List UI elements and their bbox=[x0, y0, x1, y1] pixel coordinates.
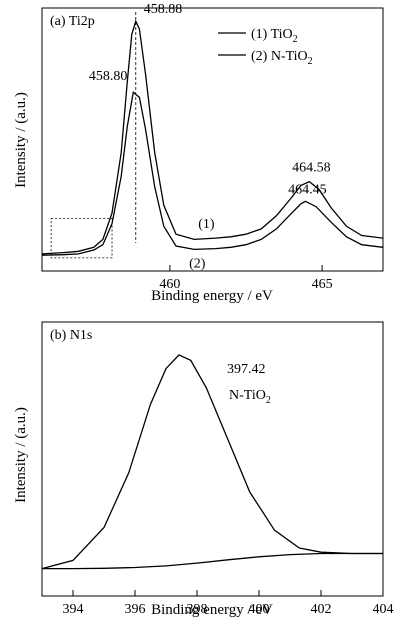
x-tick-label: 396 bbox=[125, 602, 146, 617]
series-label-2: (2) bbox=[189, 256, 206, 271]
legend-label-2: (2) N-TiO2 bbox=[251, 49, 313, 67]
peak-label: 458.88 bbox=[144, 2, 183, 17]
panel-label-a: (a) Ti2p bbox=[50, 14, 95, 29]
x-axis-label-b: Binding energy / eV bbox=[151, 602, 273, 618]
x-tick-label: 398 bbox=[187, 602, 208, 617]
peak-label: 464.58 bbox=[292, 161, 331, 176]
series-line-2 bbox=[41, 90, 384, 256]
x-tick-label: 402 bbox=[311, 602, 332, 617]
peak-label: 458.80 bbox=[89, 69, 128, 84]
x-tick-label: 404 bbox=[373, 602, 394, 617]
panel-ti2p: 460 465 458.88 458.80 464.58 464.45 (1) (2) (a… bbox=[13, 2, 384, 304]
peak-label: 397.42 bbox=[227, 362, 266, 377]
legend-label-1: (1) TiO2 bbox=[251, 27, 298, 45]
panel-label-b: (b) N1s bbox=[50, 328, 92, 343]
x-axis-label-a: Binding energy / eV bbox=[151, 288, 273, 304]
panel-n1s: 394 396 398 400 402 404 397.42N-TiO2 (b) N1s … bbox=[13, 321, 394, 618]
plot-frame-a bbox=[41, 7, 384, 272]
legend: (1) TiO2 (2) N-TiO2 bbox=[218, 27, 313, 67]
x-tick-label: 394 bbox=[63, 602, 84, 617]
y-axis-label-b: Intensity / (a.u.) bbox=[13, 407, 29, 503]
y-axis-label-a: Intensity / (a.u.) bbox=[13, 92, 29, 188]
sample-label: N-TiO2 bbox=[229, 388, 271, 406]
plot-frame-b bbox=[41, 321, 384, 597]
x-tick-label: 460 bbox=[159, 277, 180, 292]
x-tick-label: 400 bbox=[249, 602, 270, 617]
series-line-1 bbox=[41, 354, 383, 570]
series-line-1 bbox=[41, 19, 384, 255]
highlight-box bbox=[50, 217, 113, 259]
x-tick-label: 465 bbox=[312, 277, 333, 292]
series-line-2 bbox=[42, 552, 383, 570]
peak-label: 464.45 bbox=[288, 182, 327, 197]
series-label-1: (1) bbox=[198, 217, 215, 232]
